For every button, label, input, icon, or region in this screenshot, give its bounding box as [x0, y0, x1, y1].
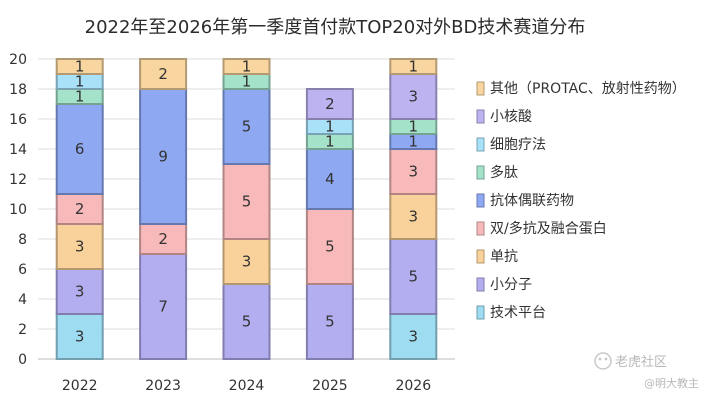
data-label: 1	[409, 133, 419, 151]
legend: 其他（PROTAC、放射性药物） 小核酸细胞疗法多肽抗体偶联药物双/多抗及融合蛋白…	[476, 81, 686, 321]
y-tick-label: 2	[18, 322, 27, 338]
data-label: 1	[409, 58, 419, 76]
bar-segment	[389, 148, 438, 195]
y-tick-label: 16	[9, 112, 27, 128]
y-tick-label: 10	[9, 202, 27, 218]
legend-label: 其他（PROTAC、放射性药物）	[490, 81, 686, 97]
data-label: 1	[325, 118, 335, 136]
tiger-logo-icon	[594, 352, 612, 370]
y-tick-label: 18	[9, 82, 27, 98]
legend-label: 细胞疗法	[490, 137, 546, 153]
y-tick-label: 6	[18, 262, 27, 278]
x-axis: 2022 2023 2024 2025 2026	[62, 378, 431, 394]
bar-segment	[305, 208, 354, 285]
bar-segment	[55, 103, 104, 195]
x-tick-label: 2023	[145, 378, 181, 394]
y-tick-label: 14	[9, 142, 27, 158]
bar-segment	[139, 253, 188, 360]
data-label: 1	[409, 118, 419, 136]
bar-segment	[139, 88, 188, 225]
bar-segment	[305, 283, 354, 360]
data-label: 5	[242, 118, 252, 136]
bar-segment	[305, 88, 354, 120]
legend-swatch	[476, 305, 485, 320]
bar-segment	[139, 223, 188, 255]
y-axis: 0 2 4 6 8 10 12 14 16 18 20	[9, 52, 27, 368]
legend-label: 抗体偶联药物	[490, 193, 574, 209]
legend-swatch	[476, 165, 485, 180]
data-label: 5	[242, 313, 252, 331]
data-label: 4	[325, 170, 335, 188]
data-label: 2	[75, 200, 85, 218]
data-label: 6	[75, 140, 85, 158]
data-label: 2	[325, 95, 335, 113]
bar-segment	[55, 58, 104, 75]
data-label: 3	[75, 328, 85, 346]
data-label: 3	[242, 253, 252, 271]
data-label: 1	[75, 88, 85, 106]
legend-swatch	[476, 137, 485, 152]
data-label: 3	[409, 208, 419, 226]
legend-swatch	[476, 277, 485, 292]
bar-segment	[222, 58, 271, 75]
data-label: 1	[242, 58, 252, 76]
legend-swatch	[476, 81, 485, 96]
legend-swatch	[476, 193, 485, 208]
legend-label: 双/多抗及融合蛋白	[490, 220, 607, 237]
data-label: 2	[158, 65, 168, 83]
data-label: 1	[75, 73, 85, 91]
data-label: 5	[242, 193, 252, 211]
x-tick-label: 2025	[312, 378, 348, 394]
data-label: 1	[75, 58, 85, 76]
legend-swatch	[476, 221, 485, 236]
watermark-brand: 老虎社区	[615, 354, 667, 370]
bar-segment	[389, 58, 438, 75]
legend-label: 技术平台	[490, 305, 546, 321]
legend-label: 多肽	[490, 164, 518, 181]
data-label: 1	[242, 73, 252, 91]
bar-segment	[389, 193, 438, 240]
data-label: 9	[158, 148, 168, 166]
data-label: 5	[325, 313, 335, 331]
data-label: 1	[325, 133, 335, 151]
x-tick-label: 2024	[229, 378, 265, 394]
data-label: 3	[409, 328, 419, 346]
y-tick-label: 12	[9, 172, 27, 188]
bar-segment	[389, 238, 438, 315]
data-label: 3	[409, 163, 419, 181]
chart-title: 2022年至2026年第一季度首付款TOP20对外BD技术赛道分布	[85, 17, 586, 38]
data-label: 2	[158, 230, 168, 248]
bar-segment	[222, 283, 271, 360]
y-tick-label: 20	[9, 52, 27, 68]
data-label: 5	[409, 268, 419, 286]
data-label: 5	[325, 238, 335, 256]
legend-label: 单抗	[490, 249, 518, 265]
bar-segment	[389, 73, 438, 120]
bar-segment	[305, 148, 354, 210]
data-label: 7	[158, 298, 168, 316]
bar-segment	[55, 313, 104, 360]
watermark: 老虎社区 @明大教主	[594, 352, 699, 390]
y-tick-label: 4	[18, 292, 27, 308]
bar-segment	[139, 58, 188, 90]
y-tick-label: 0	[18, 352, 27, 368]
data-label: 3	[409, 88, 419, 106]
legend-label: 小核酸	[490, 109, 532, 125]
x-tick-label: 2026	[395, 378, 431, 394]
y-tick-label: 8	[18, 232, 27, 248]
data-label: 3	[75, 238, 85, 256]
legend-label: 小分子	[490, 277, 532, 293]
legend-swatch	[476, 249, 485, 264]
bar-segment	[222, 88, 271, 165]
bar-segment	[222, 163, 271, 240]
data-label: 3	[75, 283, 85, 301]
legend-swatch	[476, 109, 485, 124]
watermark-author: @明大教主	[644, 376, 699, 390]
x-tick-label: 2022	[62, 378, 98, 394]
